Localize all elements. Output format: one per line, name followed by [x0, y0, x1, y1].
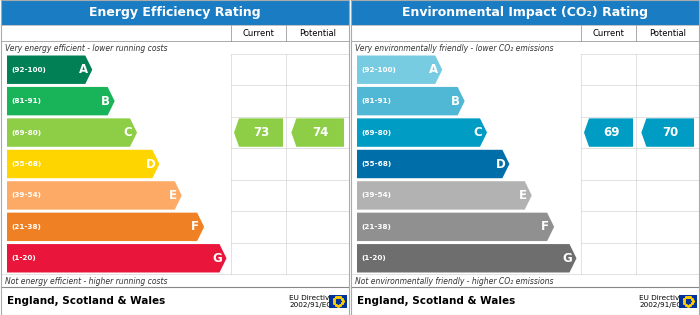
Text: 74: 74 [312, 126, 328, 139]
Text: Not environmentally friendly - higher CO₂ emissions: Not environmentally friendly - higher CO… [355, 277, 554, 286]
Text: A: A [428, 63, 438, 76]
Text: B: B [452, 94, 460, 108]
Bar [351, 0, 699, 25]
Bar [1, 0, 349, 315]
Text: (81-91): (81-91) [11, 98, 41, 104]
Polygon shape [7, 244, 227, 272]
Polygon shape [291, 118, 344, 147]
Text: G: G [213, 252, 223, 265]
Text: (1-20): (1-20) [361, 255, 386, 261]
Polygon shape [641, 118, 694, 147]
Text: (69-80): (69-80) [11, 129, 41, 135]
Polygon shape [357, 150, 510, 178]
Text: Energy Efficiency Rating: Energy Efficiency Rating [89, 6, 261, 19]
Bar [351, 0, 699, 315]
Text: Potential: Potential [299, 28, 336, 37]
Text: (39-54): (39-54) [361, 192, 391, 198]
Polygon shape [7, 87, 115, 115]
Polygon shape [7, 213, 204, 241]
Text: D: D [146, 158, 155, 170]
Text: EU Directive
2002/91/EC: EU Directive 2002/91/EC [288, 295, 333, 307]
Text: (92-100): (92-100) [11, 67, 46, 73]
Polygon shape [7, 55, 92, 84]
Bar [1, 0, 349, 25]
Text: (39-54): (39-54) [11, 192, 41, 198]
Polygon shape [7, 181, 182, 210]
Text: C: C [474, 126, 482, 139]
Text: England, Scotland & Wales: England, Scotland & Wales [357, 296, 515, 306]
Text: (81-91): (81-91) [361, 98, 391, 104]
Text: Current: Current [243, 28, 274, 37]
Polygon shape [234, 118, 283, 147]
Text: A: A [78, 63, 88, 76]
Text: 70: 70 [662, 126, 678, 139]
Bar [679, 295, 697, 307]
Text: F: F [191, 220, 199, 233]
Text: (55-68): (55-68) [11, 161, 41, 167]
Text: 69: 69 [603, 126, 620, 139]
Text: Not energy efficient - higher running costs: Not energy efficient - higher running co… [5, 277, 167, 286]
Text: England, Scotland & Wales: England, Scotland & Wales [7, 296, 165, 306]
Text: B: B [102, 94, 110, 108]
Text: 73: 73 [253, 126, 269, 139]
Text: (21-38): (21-38) [11, 224, 41, 230]
Text: (92-100): (92-100) [361, 67, 396, 73]
Polygon shape [357, 244, 577, 272]
Text: (55-68): (55-68) [361, 161, 391, 167]
Text: D: D [496, 158, 505, 170]
Polygon shape [357, 213, 554, 241]
Text: G: G [563, 252, 573, 265]
Polygon shape [357, 55, 442, 84]
Text: F: F [541, 220, 549, 233]
Text: EU Directive
2002/91/EC: EU Directive 2002/91/EC [638, 295, 683, 307]
Polygon shape [357, 181, 532, 210]
Text: Current: Current [593, 28, 624, 37]
Text: Environmental Impact (CO₂) Rating: Environmental Impact (CO₂) Rating [402, 6, 648, 19]
Polygon shape [584, 118, 633, 147]
Text: Potential: Potential [649, 28, 686, 37]
Polygon shape [357, 118, 487, 147]
Text: Very energy efficient - lower running costs: Very energy efficient - lower running co… [5, 44, 167, 53]
Polygon shape [7, 150, 160, 178]
Text: E: E [519, 189, 527, 202]
Text: Very environmentally friendly - lower CO₂ emissions: Very environmentally friendly - lower CO… [355, 44, 554, 53]
Text: (1-20): (1-20) [11, 255, 36, 261]
Text: E: E [169, 189, 177, 202]
Polygon shape [7, 118, 137, 147]
Text: (21-38): (21-38) [361, 224, 391, 230]
Text: (69-80): (69-80) [361, 129, 391, 135]
Bar [329, 295, 347, 307]
Polygon shape [357, 87, 465, 115]
Text: C: C [124, 126, 132, 139]
